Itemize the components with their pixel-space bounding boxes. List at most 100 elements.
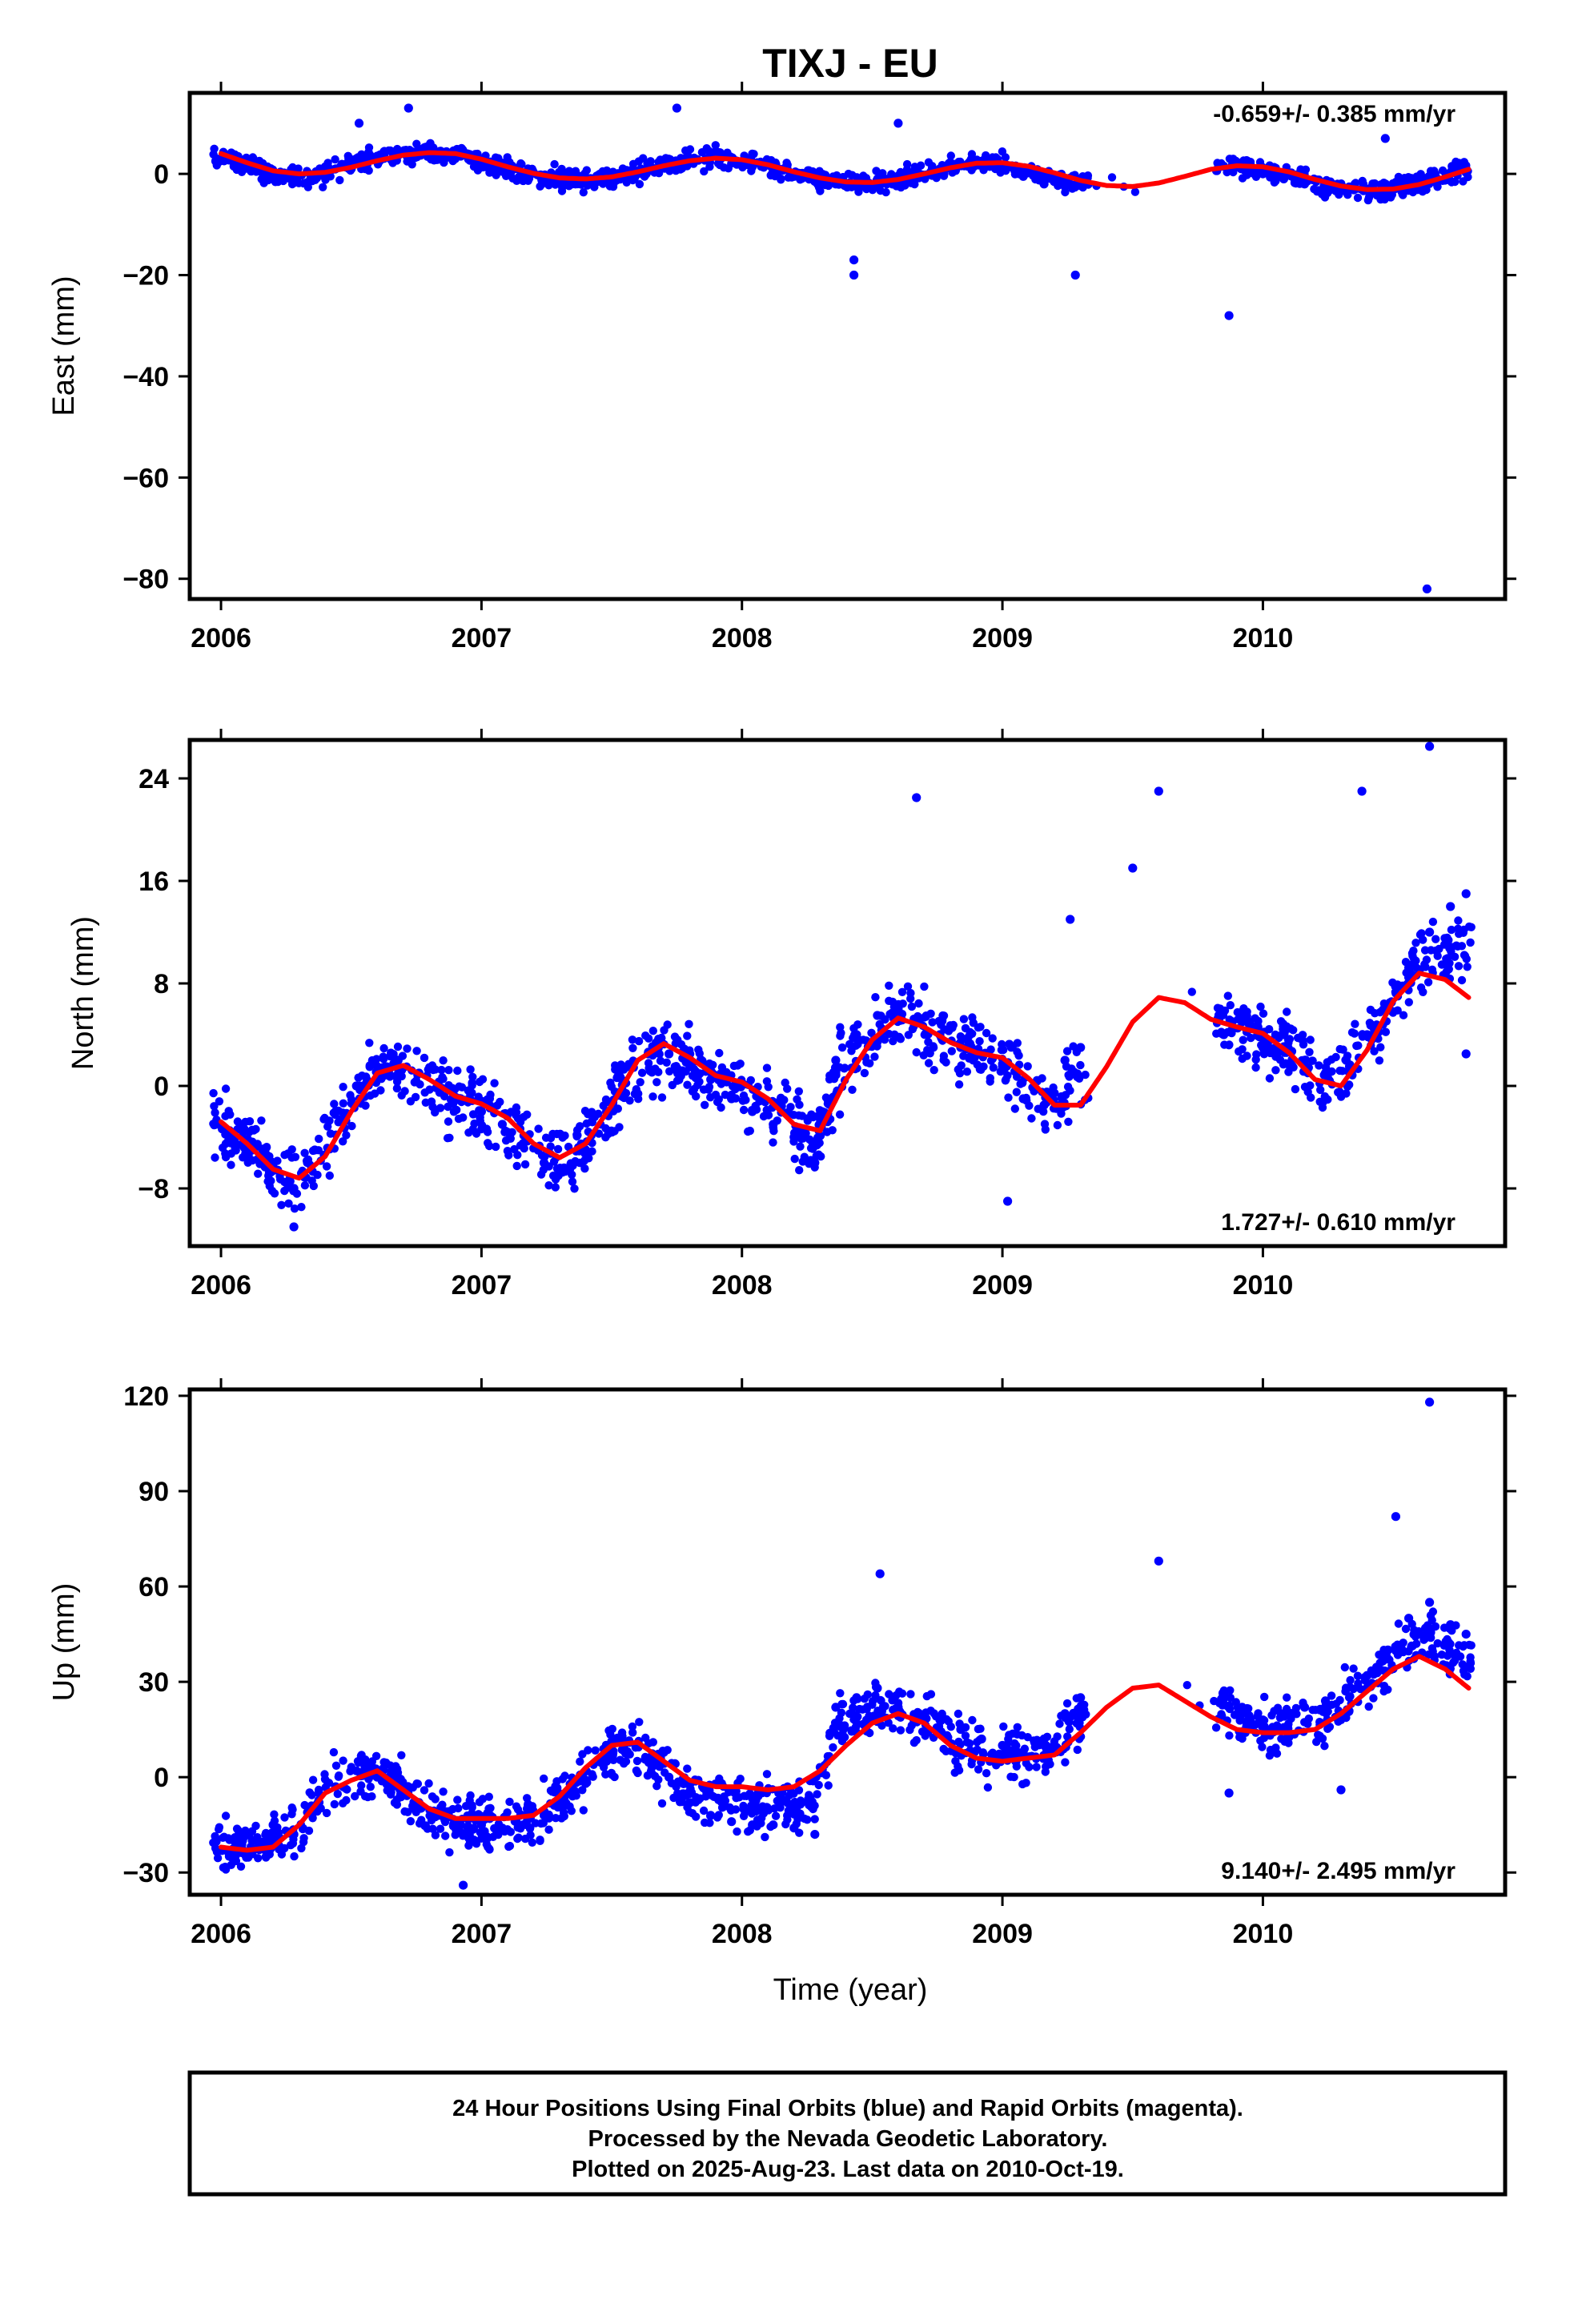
data-point [539, 1158, 549, 1168]
data-point [700, 167, 709, 176]
data-point [567, 1807, 576, 1815]
data-point [1460, 1663, 1470, 1671]
data-point [652, 1782, 661, 1791]
data-point [1375, 1659, 1384, 1667]
data-point [1010, 1104, 1020, 1113]
data-point [444, 1117, 453, 1126]
data-point [300, 1148, 309, 1158]
data-point [329, 1747, 339, 1757]
data-point [1065, 1725, 1074, 1734]
data-point [1420, 960, 1429, 969]
data-point [1323, 1707, 1332, 1716]
data-point [1005, 1731, 1014, 1739]
data-point [1219, 1030, 1229, 1039]
data-point [1012, 1088, 1022, 1096]
data-point [1352, 1041, 1361, 1051]
data-point [961, 1731, 970, 1740]
data-point [1076, 1060, 1085, 1070]
data-point [459, 1880, 468, 1890]
data-point [1372, 1667, 1381, 1676]
data-point [912, 1735, 921, 1745]
y-tick-label: 0 [154, 1763, 169, 1793]
data-point [849, 255, 859, 265]
data-point [648, 1092, 657, 1101]
footer-line-1: 24 Hour Positions Using Final Orbits (bl… [452, 2096, 1243, 2121]
data-point [351, 154, 361, 163]
data-point [1308, 1706, 1317, 1715]
data-point [351, 1766, 361, 1775]
data-point [717, 1798, 726, 1807]
data-point [290, 1852, 299, 1861]
data-point [1080, 1700, 1089, 1709]
data-point [1305, 1047, 1314, 1057]
data-point [427, 1097, 436, 1106]
data-point [1023, 1062, 1032, 1071]
data-point [1284, 1719, 1293, 1728]
data-point [1213, 1003, 1223, 1012]
data-point [211, 1835, 221, 1846]
data-point [764, 1111, 773, 1120]
data-point [977, 1734, 986, 1744]
data-point [393, 1042, 403, 1051]
data-point [1462, 955, 1472, 963]
data-point [391, 1072, 401, 1081]
model-fit-line [219, 971, 1472, 1181]
data-point [729, 1061, 739, 1071]
data-point [969, 1019, 978, 1027]
data-point [331, 1761, 341, 1770]
data-point [572, 179, 580, 188]
data-point [756, 1096, 765, 1105]
data-point [1237, 1017, 1247, 1027]
y-axis-label: North (mm) [66, 916, 100, 1070]
x-tick-label: 2009 [972, 1919, 1033, 1949]
y-tick-label: 90 [139, 1477, 169, 1507]
data-point [477, 1121, 487, 1130]
data-point [1336, 1715, 1346, 1724]
data-point [518, 1139, 528, 1148]
data-point [954, 1709, 963, 1719]
data-point [920, 982, 929, 991]
data-point [956, 1725, 966, 1735]
data-point [1039, 179, 1049, 189]
data-point [540, 1774, 548, 1783]
data-point [441, 1831, 450, 1840]
data-point [1338, 1067, 1347, 1076]
data-point [978, 1748, 988, 1757]
data-point [849, 1703, 857, 1712]
data-point [1404, 966, 1414, 975]
data-point [838, 1699, 848, 1709]
data-point [889, 1724, 897, 1733]
data-point [541, 1133, 551, 1142]
data-point [748, 1820, 757, 1830]
data-point [437, 1065, 446, 1075]
data-point [954, 1080, 964, 1089]
data-point [1463, 1672, 1472, 1681]
data-point [1351, 179, 1360, 187]
data-point [662, 1058, 671, 1068]
data-point [575, 1158, 584, 1168]
data-point [776, 1803, 785, 1812]
data-point [576, 1757, 584, 1766]
data-point [536, 1170, 546, 1179]
y-tick-label: −20 [122, 261, 169, 292]
data-point [789, 1132, 799, 1142]
data-point [997, 1045, 1006, 1055]
data-point [967, 1759, 976, 1769]
data-point [1235, 1047, 1243, 1056]
data-point [1316, 1085, 1325, 1095]
data-point [1238, 1007, 1247, 1016]
data-point [484, 1843, 492, 1852]
data-point [601, 1770, 610, 1779]
data-point [951, 1756, 960, 1766]
data-point [339, 1083, 347, 1092]
data-point [1068, 184, 1077, 193]
data-point [440, 158, 448, 167]
data-point [386, 146, 395, 155]
data-point [1258, 1715, 1267, 1725]
data-point [810, 1158, 820, 1168]
data-point [1066, 915, 1075, 924]
plot-area [209, 742, 1476, 1232]
y-tick-label: 120 [123, 1381, 169, 1412]
data-point [1363, 1671, 1372, 1680]
data-point [1394, 1619, 1403, 1628]
